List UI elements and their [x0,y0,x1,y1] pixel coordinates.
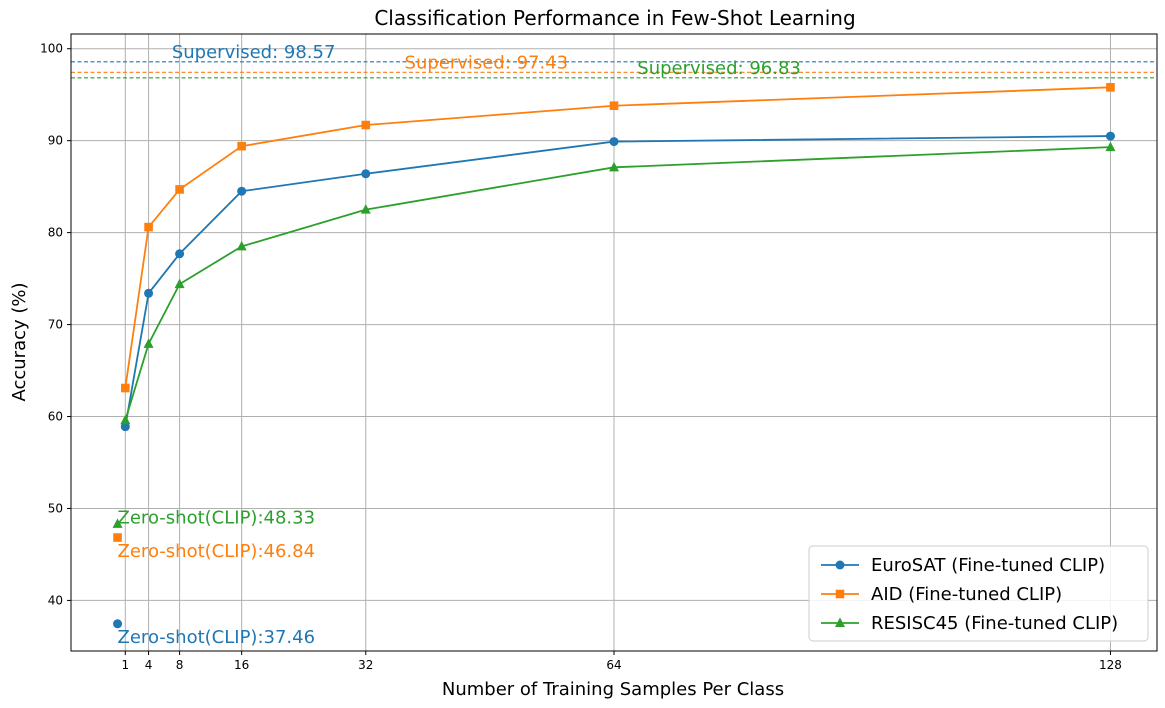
data-point [1106,83,1115,92]
x-tick-label: 64 [606,658,621,672]
zero-shot-point [113,619,123,629]
zero-shot-point [112,518,123,528]
x-tick-label: 8 [176,658,184,672]
data-point [361,120,371,130]
data-point [174,278,185,289]
data-point [609,137,619,147]
x-tick-label: 128 [1099,658,1122,672]
data-point [609,101,619,111]
zero-shot-label: Zero-shot(CLIP):46.84 [118,541,316,562]
data-point [237,186,247,196]
chart-title: Classification Performance in Few-Shot L… [374,6,855,30]
data-point [361,169,371,179]
data-point [609,161,619,172]
data-point [144,222,153,232]
zero-shot-label: Zero-shot(CLIP):48.33 [118,508,316,529]
supervised-label: Supervised: 97.43 [405,52,569,73]
y-tick-label: 90 [48,134,63,148]
data-point [121,383,130,393]
data-point [120,422,130,432]
y-tick-label: 40 [48,593,63,607]
x-tick-label: 4 [145,658,153,672]
data-point [120,414,131,425]
legend-label: RESISC45 (Fine-tuned CLIP) [871,613,1118,634]
legend-label: AID (Fine-tuned CLIP) [871,584,1062,605]
data-point [175,249,185,259]
plot-area: Supervised: 98.57 Supervised: 97.43 Superv… [40,33,1158,672]
zero-shot-label: Zero-shot(CLIP):37.46 [118,627,316,648]
y-tick-label: 80 [48,226,63,240]
data-point [175,185,184,194]
supervised-label: Supervised: 96.83 [637,58,801,79]
legend-marker [835,560,845,570]
series-line [124,135,1111,427]
data-point [237,141,246,151]
supervised-label: Supervised: 98.57 [172,42,336,63]
legend-label: EuroSAT (Fine-tuned CLIP) [871,555,1105,576]
data-point [236,240,247,251]
x-tick-label: 16 [234,658,249,672]
legend-marker [835,617,845,627]
x-axis-title: Number of Training Samples Per Class [442,679,784,700]
y-tick-label: 100 [40,42,63,56]
data-point [144,288,154,298]
data-point [1105,141,1116,152]
y-tick-label: 50 [48,501,63,515]
legend-marker [835,589,845,599]
x-tick-label: 32 [358,658,373,672]
legend-box [808,545,1149,642]
zero-shot-point [113,533,122,542]
data-point [360,204,371,214]
data-point [143,338,154,348]
data-point [1105,131,1115,141]
series-line [124,146,1111,421]
x-tick-label: 1 [121,658,129,672]
y-tick-label: 60 [48,410,63,424]
y-tick-label: 70 [48,318,63,332]
y-axis-title: Accuracy (%) [9,282,30,401]
